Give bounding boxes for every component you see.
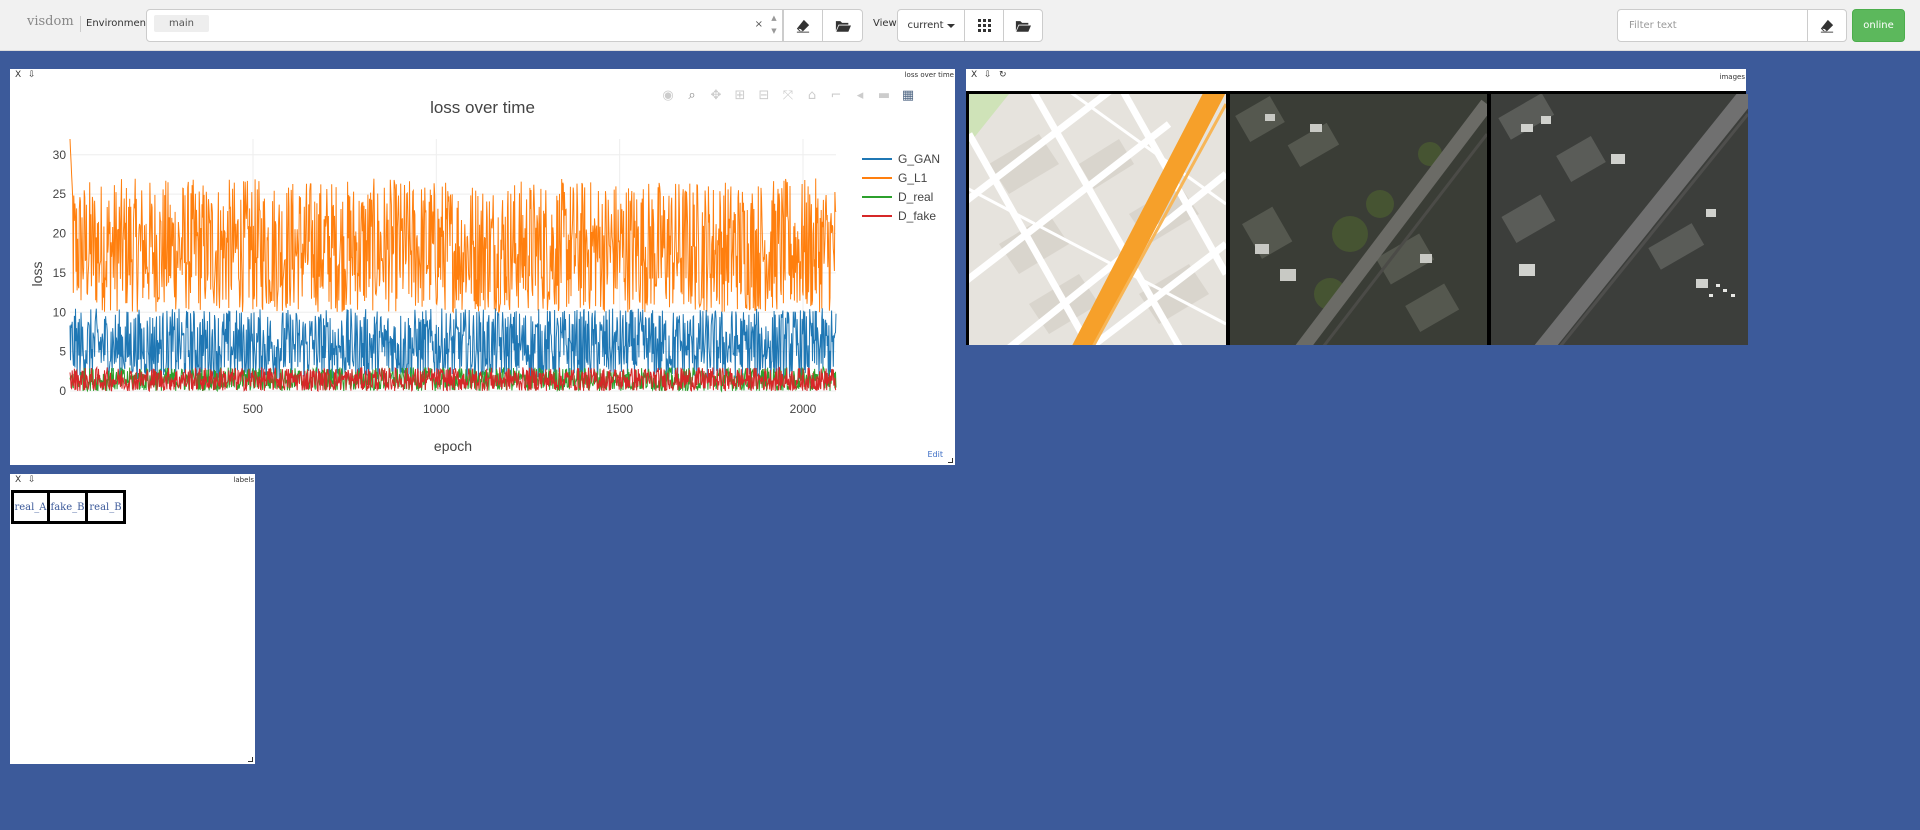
camera-icon[interactable]: ◉ [662,87,674,103]
eraser-icon [1820,19,1834,33]
chart-legend: G_GAN G_L1 D_real D_fake [862,149,940,225]
online-status-button[interactable]: online [1852,9,1905,42]
legend-label: D_real [898,189,934,204]
clear-environment-icon[interactable]: × [754,19,763,30]
y-tick-label: 30 [53,148,67,162]
clear-environment-button[interactable] [783,9,823,42]
download-icon[interactable]: ⇩ [28,70,36,80]
grid-icon [977,19,991,32]
resize-handle-icon[interactable] [248,757,253,762]
legend-item-g-l1[interactable]: G_L1 [862,168,940,187]
home-icon[interactable]: ⌂ [807,87,817,103]
pane-bar[interactable]: X ⇩ labels [10,474,255,487]
pane-title: loss over time [904,71,954,79]
top-navbar: visdom Environment main × ▲ ▼ View curren… [0,0,1920,51]
close-pane-icon[interactable]: X [971,70,978,80]
y-tick-label: 5 [59,345,66,359]
labels-table: real_A fake_B real_B [11,490,126,524]
loss-plot-pane[interactable]: X ⇩ loss over time ◉ ⌕ ✥ ⊞ ⊟ ⤧ ⌂ ⌐ ◂ ▬ ▦… [10,69,955,465]
series-line-g-gan [69,308,837,381]
y-tick-label: 10 [53,305,67,319]
legend-item-d-real[interactable]: D_real [862,187,940,206]
real-a-map-image [969,94,1226,345]
download-icon[interactable]: ⇩ [28,475,36,485]
chart-series [69,138,837,393]
legend-label: D_fake [898,208,937,223]
legend-swatch [862,157,892,160]
legend-item-g-gan[interactable]: G_GAN [862,149,940,168]
view-select-value: current [907,20,944,31]
legend-label: G_GAN [898,151,941,166]
close-pane-icon[interactable]: X [15,475,22,485]
y-tick-label: 25 [53,187,67,201]
environment-select[interactable]: main × ▲ ▼ [146,9,783,42]
images-pane[interactable]: X ⇩ ↻ images [966,69,1748,345]
loss-chart[interactable]: 0 5 10 15 20 25 30 500 1000 1500 2000 epoch loss [10,69,955,465]
view-label: View [873,18,897,29]
zoom-out-icon[interactable]: ⊟ [758,87,770,103]
y-tick-label: 0 [59,384,66,398]
caret-down-icon [946,23,955,28]
download-icon[interactable]: ⇩ [984,70,992,80]
chart-title: loss over time [430,98,535,117]
legend-swatch [862,176,892,179]
refresh-icon[interactable]: ↻ [999,70,1007,80]
legend-swatch [862,214,892,217]
legend-swatch [862,195,892,198]
filter-text-input[interactable] [1617,9,1808,42]
resize-handle-icon[interactable] [948,458,953,463]
view-select[interactable]: current [897,9,965,42]
zoom-icon[interactable]: ⌕ [688,87,696,103]
y-axis-label: loss [29,262,45,287]
x-tick-label: 2000 [790,402,817,416]
navbar-divider [80,16,81,32]
visdom-logo: visdom [27,14,74,29]
fake-b-aerial-image [1230,94,1487,345]
plot-modebar: ◉ ⌕ ✥ ⊞ ⊟ ⤧ ⌂ ⌐ ◂ ▬ ▦ [660,87,916,103]
label-cell-fake-b: fake_B [50,493,85,521]
pan-icon[interactable]: ✥ [710,87,722,103]
series-line-g-l1 [69,138,837,314]
pane-bar[interactable]: X ⇩ loss over time [10,69,955,82]
pane-bar[interactable]: X ⇩ ↻ images [966,69,1746,91]
y-tick-label: 15 [53,266,67,280]
zoom-in-icon[interactable]: ⊞ [734,87,746,103]
pane-title: images [1719,73,1745,81]
x-tick-label: 500 [243,402,263,416]
clear-filter-button[interactable] [1807,9,1847,42]
hover-closest-icon[interactable]: ◂ [856,87,864,103]
x-axis-label: epoch [434,438,472,454]
x-tick-label: 1500 [606,402,633,416]
legend-label: G_L1 [898,170,928,185]
hover-compare-icon[interactable]: ▬ [877,87,891,103]
series-line-d-fake [69,365,837,393]
folder-open-icon [1015,20,1031,32]
close-pane-icon[interactable]: X [15,70,22,80]
spike-lines-icon[interactable]: ⌐ [830,87,842,103]
legend-item-d-fake[interactable]: D_fake [862,206,940,225]
environment-stepper-icon[interactable]: ▲ ▼ [771,14,777,35]
chart-ticks: 0 5 10 15 20 25 30 500 1000 1500 2000 [53,148,817,416]
environment-chip-main[interactable]: main [154,15,209,32]
y-tick-label: 20 [53,227,67,241]
edit-chart-link[interactable]: Edit [927,450,944,459]
plotly-logo-icon[interactable]: ▦ [901,87,915,103]
label-cell-real-a: real_A [14,493,47,521]
manage-environments-button[interactable] [822,9,863,42]
x-tick-label: 1000 [423,402,450,416]
autoscale-icon[interactable]: ⤧ [782,87,794,103]
eraser-icon [796,19,810,33]
labels-pane[interactable]: X ⇩ labels real_A fake_B real_B [10,474,255,764]
label-cell-real-b: real_B [88,493,123,521]
manage-views-button[interactable] [1003,9,1043,42]
folder-open-icon [835,20,851,32]
repack-grid-button[interactable] [964,9,1004,42]
environment-label: Environment [86,18,150,29]
pane-title: labels [233,476,254,484]
real-b-aerial-image [1491,94,1748,345]
